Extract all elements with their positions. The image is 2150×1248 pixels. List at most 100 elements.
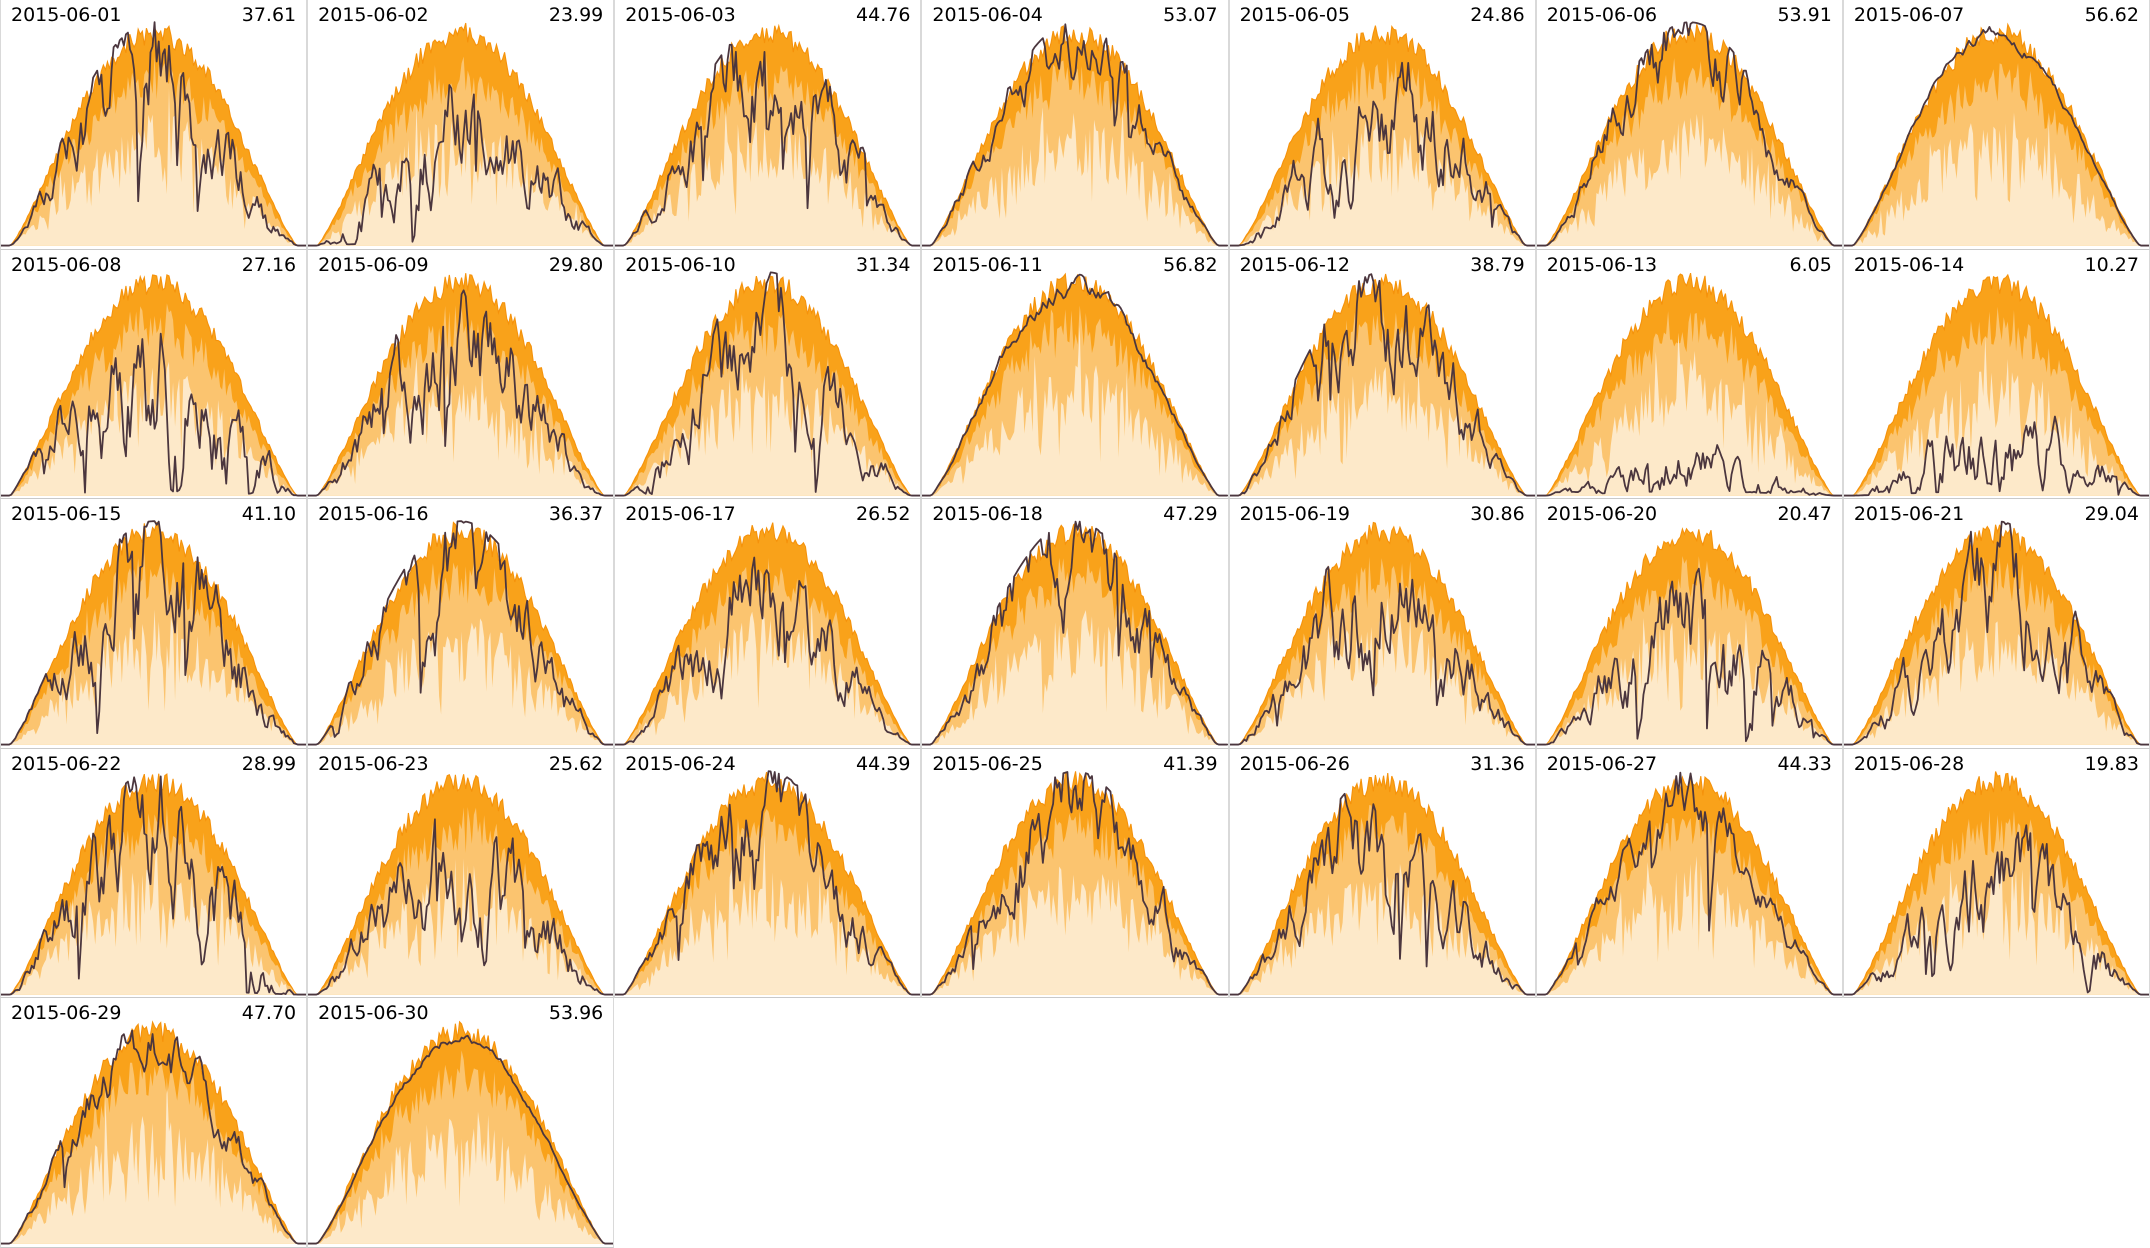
actual-line <box>308 1035 614 1245</box>
actual-line <box>922 770 1228 996</box>
day-panel: 2015-06-29 47.70 <box>0 998 308 1248</box>
day-panel: 2015-06-28 19.83 <box>1842 748 2150 999</box>
day-chart <box>1843 520 2149 746</box>
day-chart <box>1843 273 2149 497</box>
actual-line <box>1843 415 2149 497</box>
band-inner <box>615 106 921 246</box>
band-inner <box>308 357 614 496</box>
band-inner <box>1843 857 2149 995</box>
day-chart <box>615 770 921 996</box>
day-panel: 2015-06-10 31.34 <box>614 249 922 500</box>
day-panel: 2015-06-23 25.62 <box>307 748 615 999</box>
day-panel: 2015-06-07 56.62 <box>1842 0 2150 250</box>
actual-line <box>1 520 307 746</box>
day-panel: 2015-06-24 44.39 <box>614 748 922 999</box>
actual-line <box>1536 443 1842 497</box>
day-chart <box>1229 521 1535 746</box>
empty-cell <box>1228 998 1536 1248</box>
band-inner <box>1536 616 1842 745</box>
band-inner <box>308 618 614 745</box>
day-chart <box>1843 771 2149 996</box>
day-chart <box>922 770 1228 996</box>
day-chart <box>1536 527 1842 746</box>
band-inner <box>1843 615 2149 745</box>
actual-line <box>1 775 307 996</box>
day-panel: 2015-06-12 38.79 <box>1228 249 1536 500</box>
band-outer-edge <box>615 23 921 247</box>
band-outer-edge <box>1229 24 1535 247</box>
day-chart <box>1536 21 1842 247</box>
day-panel: 2015-06-17 26.52 <box>614 499 922 749</box>
day-panel: 2015-06-14 10.27 <box>1842 249 2150 500</box>
actual-line <box>308 818 614 996</box>
actual-line <box>1536 568 1842 746</box>
band-outer-edge <box>1 522 307 746</box>
day-chart <box>922 272 1228 497</box>
day-chart <box>615 23 921 247</box>
day-chart <box>1 772 307 996</box>
day-chart <box>1536 771 1842 996</box>
day-panel: 2015-06-04 53.07 <box>921 0 1229 250</box>
actual-line <box>1229 566 1535 746</box>
actual-line <box>1536 21 1842 247</box>
actual-line <box>308 288 614 497</box>
band-outer-edge <box>922 25 1228 247</box>
day-panel: 2015-06-19 30.86 <box>1228 499 1536 749</box>
band-inner <box>922 866 1228 995</box>
band-outer-edge <box>1536 272 1842 496</box>
actual-line <box>615 271 921 497</box>
day-panel: 2015-06-26 31.36 <box>1228 748 1536 999</box>
band-outer-edge <box>1536 527 1842 746</box>
band-inner <box>1229 598 1535 745</box>
actual-line <box>1 332 307 497</box>
band-inner <box>615 834 921 995</box>
day-chart <box>308 272 614 497</box>
band-outer-edge <box>308 521 614 746</box>
day-panel: 2015-06-22 28.99 <box>0 748 308 999</box>
day-panel: 2015-06-02 23.99 <box>307 0 615 250</box>
actual-line <box>308 84 614 247</box>
band-inner <box>1843 335 2149 496</box>
band-inner <box>1229 365 1535 496</box>
day-panel: 2015-06-27 44.33 <box>1535 748 1843 999</box>
day-panel: 2015-06-06 53.91 <box>1535 0 1843 250</box>
day-chart <box>1 1020 307 1245</box>
band-outer-edge <box>1843 273 2149 496</box>
day-panel: 2015-06-25 41.39 <box>921 748 1229 999</box>
day-chart <box>1 21 307 247</box>
day-chart <box>308 1020 614 1245</box>
actual-line <box>1 21 307 247</box>
day-panel: 2015-06-05 24.86 <box>1228 0 1536 250</box>
day-chart <box>1536 272 1842 497</box>
band-inner <box>1843 112 2149 246</box>
day-panel: 2015-06-08 27.16 <box>0 249 308 500</box>
band-inner <box>922 107 1228 246</box>
band-outer-edge <box>1843 524 2149 746</box>
band-inner <box>1229 115 1535 246</box>
band-inner <box>922 610 1228 745</box>
day-chart <box>308 773 614 996</box>
band-outer-edge <box>1 273 307 496</box>
band-inner <box>1229 863 1535 995</box>
band-outer-edge <box>1 772 307 995</box>
empty-cell <box>614 998 922 1248</box>
day-chart <box>308 520 614 746</box>
actual-line <box>615 556 921 746</box>
day-panel: 2015-06-16 36.37 <box>307 499 615 749</box>
day-panel: 2015-06-09 29.80 <box>307 249 615 500</box>
day-panel: 2015-06-03 44.76 <box>614 0 922 250</box>
day-chart <box>922 23 1228 247</box>
band-inner <box>308 1112 614 1244</box>
band-middle <box>308 806 614 995</box>
day-panel: 2015-06-01 37.61 <box>0 0 308 250</box>
day-chart <box>615 522 921 746</box>
band-outer-edge <box>922 770 1228 995</box>
day-chart <box>308 22 614 247</box>
band-inner <box>1536 114 1842 246</box>
day-panel: 2015-06-20 20.47 <box>1535 499 1843 749</box>
band-outer-edge <box>615 275 921 496</box>
day-chart <box>1 273 307 497</box>
band-inner <box>1 609 307 745</box>
day-panel: 2015-06-18 47.29 <box>921 499 1229 749</box>
